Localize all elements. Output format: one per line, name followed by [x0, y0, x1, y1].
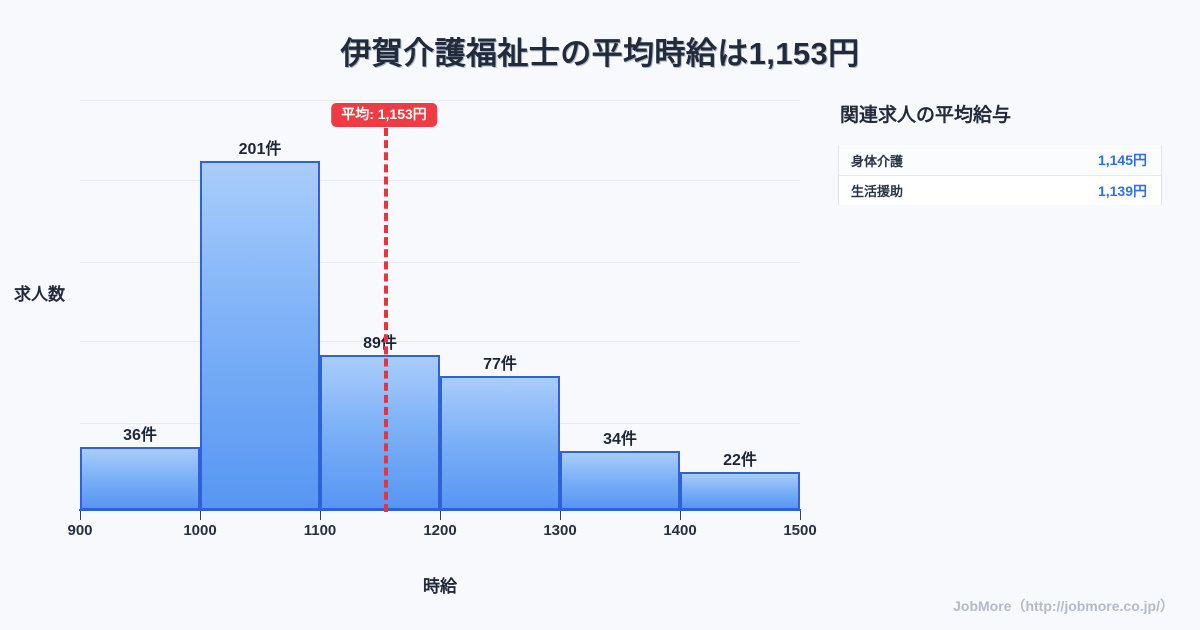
histogram-bar [680, 472, 800, 510]
x-tick [440, 511, 441, 520]
x-tick-label: 1000 [183, 522, 217, 539]
salary-row-value: 1,145円 [1097, 152, 1147, 168]
average-badge: 平均: 1,153円 [331, 103, 437, 128]
histogram-bar [320, 355, 440, 510]
salary-row-value: 1,139円 [1097, 182, 1147, 199]
x-tick-label: 1200 [423, 522, 457, 539]
x-tick [320, 511, 321, 520]
average-dashed-line [384, 128, 388, 512]
salary-row-label: 生活援助 [851, 184, 904, 199]
bar-value-label: 77件 [483, 356, 517, 373]
x-tick-label: 900 [67, 522, 93, 539]
bar-value-label: 36件 [123, 427, 157, 444]
x-tick [80, 511, 81, 520]
gridline-1 [80, 180, 800, 181]
gridline-0 [80, 100, 800, 101]
x-tick [680, 511, 681, 520]
x-tick [800, 511, 801, 520]
bar-value-label: 22件 [723, 452, 757, 469]
histogram-bar [200, 161, 320, 510]
x-axis-line [79, 509, 801, 511]
bar-value-label: 89件 [363, 335, 397, 352]
salary-row-label: 身体介護 [851, 153, 904, 169]
x-tick [560, 511, 561, 520]
histogram-bar [560, 451, 680, 510]
panel-heading: 関連求人の平均給与 [840, 105, 1012, 126]
x-tick [200, 511, 201, 520]
related-salary-table: 身体介護 1,145円生活援助 1,139円 [838, 145, 1162, 205]
x-tick-label: 1300 [543, 522, 577, 539]
x-tick-label: 1100 [303, 522, 337, 539]
salary-row: 生活援助 1,139円 [839, 175, 1161, 205]
x-axis-title: 時給 [423, 577, 457, 596]
page-title: 伊賀介護福祉士の平均時給は1,153円 [340, 36, 860, 71]
histogram-chart: 36件 201件 89件 77件 34件 22件 900 1000 1100 1200 1300 1… [14, 100, 817, 596]
gridline-3 [80, 341, 800, 342]
bar-value-label: 34件 [603, 431, 637, 448]
related-salary-panel: 関連求人の平均給与 身体介護 1,145円生活援助 1,139円 [838, 100, 1178, 205]
histogram-bar [440, 376, 560, 510]
bar-value-label: 201件 [238, 141, 282, 158]
watermark-credit: JobMore（http://jobmore.co.jp/） [953, 598, 1174, 614]
gridline-2 [80, 262, 800, 263]
salary-row: 身体介護 1,145円 [839, 145, 1161, 175]
y-axis-title: 求人数 [14, 285, 65, 304]
x-tick-label: 1400 [663, 522, 697, 539]
x-tick-label: 1500 [783, 522, 817, 539]
histogram-bar [80, 447, 200, 510]
